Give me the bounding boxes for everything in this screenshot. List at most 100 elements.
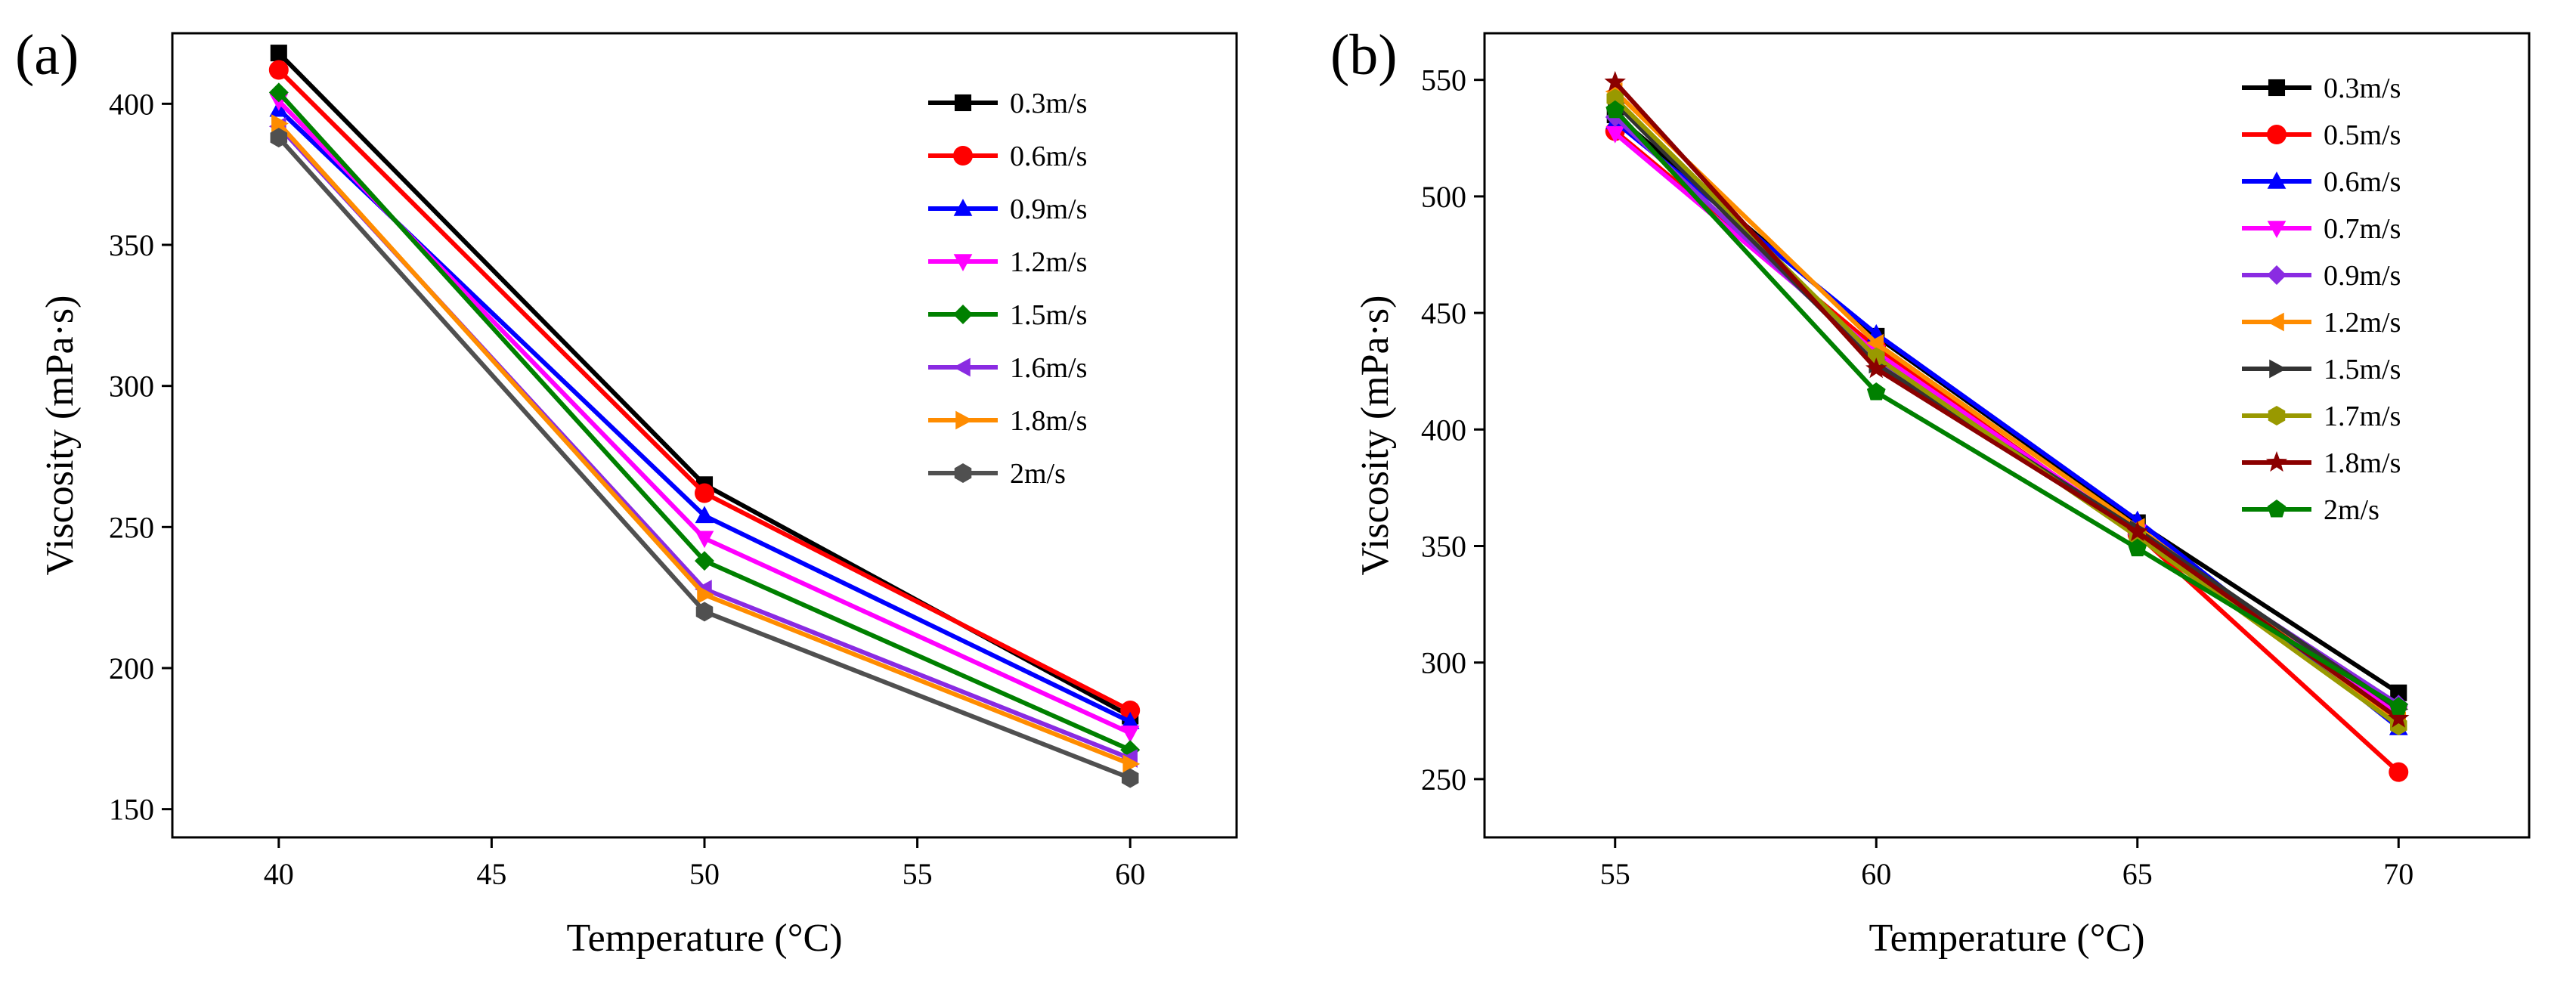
legend-marker bbox=[955, 410, 973, 430]
x-tick-label: 45 bbox=[476, 857, 506, 891]
panel-a-legend: 0.3m/s 0.6m/s 0.9m/s 1.2m/s 1.5m/s 1.6m/s 1.8m… bbox=[928, 88, 1087, 490]
legend-marker bbox=[2267, 221, 2287, 238]
legend-label: 1.2m/s bbox=[2324, 307, 2401, 339]
legend-marker bbox=[2267, 125, 2287, 144]
legend-item: 1.8m/s bbox=[928, 405, 1087, 437]
data-point bbox=[695, 506, 714, 524]
y-tick-label: 250 bbox=[109, 510, 154, 544]
series-0.9m/s bbox=[269, 99, 1140, 729]
legend-item: 2m/s bbox=[928, 458, 1066, 490]
data-point bbox=[695, 531, 714, 549]
series-line bbox=[277, 107, 1132, 724]
data-point bbox=[2128, 538, 2147, 557]
legend-item: 0.3m/s bbox=[928, 88, 1087, 119]
data-point bbox=[2388, 707, 2410, 728]
legend-item: 0.9m/s bbox=[928, 193, 1087, 225]
panel-b-x-axis-title: Temperature (°C) bbox=[1869, 917, 2144, 960]
data-point bbox=[695, 602, 714, 622]
data-point bbox=[2126, 521, 2148, 542]
legend-marker bbox=[2269, 359, 2287, 379]
panel-a-series bbox=[268, 45, 1141, 788]
legend-item: 1.6m/s bbox=[928, 352, 1087, 384]
y-tick-label: 150 bbox=[109, 793, 154, 827]
legend-label: 1.2m/s bbox=[1010, 246, 1087, 278]
legend-marker bbox=[2267, 312, 2284, 332]
legend-item: 0.6m/s bbox=[2242, 166, 2401, 198]
x-tick-label: 55 bbox=[1600, 857, 1630, 891]
data-point bbox=[2390, 684, 2407, 701]
legend-label: 0.5m/s bbox=[2324, 119, 2401, 151]
legend-label: 1.8m/s bbox=[1010, 405, 1087, 437]
legend-label: 0.3m/s bbox=[2324, 73, 2401, 104]
x-tick-label: 70 bbox=[2383, 857, 2413, 891]
legend-marker bbox=[953, 199, 973, 216]
series-line bbox=[1613, 80, 2401, 721]
data-point bbox=[1120, 726, 1140, 743]
y-tick-label: 550 bbox=[1421, 63, 1466, 97]
data-point bbox=[1865, 357, 1887, 379]
series-0.3m/s bbox=[1606, 106, 2407, 701]
y-tick-label: 500 bbox=[1421, 180, 1466, 214]
series-2m/s bbox=[270, 128, 1139, 788]
panel-b-label: (b) bbox=[1330, 23, 1398, 87]
data-point bbox=[1866, 382, 1886, 401]
data-point bbox=[1605, 100, 1625, 119]
legend-item: 1.2m/s bbox=[928, 246, 1087, 278]
series-1.6m/s bbox=[268, 116, 1138, 768]
data-point bbox=[1121, 768, 1139, 788]
legend-marker bbox=[954, 463, 972, 483]
legend-marker bbox=[2267, 172, 2287, 189]
data-point bbox=[2389, 697, 2408, 715]
data-point bbox=[2389, 762, 2409, 782]
legend-marker bbox=[953, 146, 973, 166]
legend-item: 0.6m/s bbox=[928, 141, 1087, 172]
legend-label: 1.6m/s bbox=[1010, 352, 1087, 384]
data-point bbox=[268, 60, 289, 80]
y-tick-label: 300 bbox=[1421, 646, 1466, 680]
data-point bbox=[1604, 70, 1626, 91]
panel-b-plot-frame bbox=[1483, 32, 2531, 839]
series-line bbox=[1613, 108, 2400, 709]
legend-marker bbox=[954, 94, 972, 112]
data-point bbox=[697, 585, 714, 605]
panel-b-series bbox=[1604, 70, 2410, 782]
legend-label: 0.6m/s bbox=[1010, 141, 1087, 172]
legend-item: 2m/s bbox=[2242, 494, 2379, 526]
legend-item: 1.5m/s bbox=[2242, 354, 2401, 385]
panel-a-y-axis-title: Viscosity (mPa·s) bbox=[39, 295, 82, 576]
legend-marker bbox=[953, 305, 973, 324]
data-point bbox=[1120, 701, 1141, 720]
series-0.6m/s bbox=[268, 60, 1141, 720]
data-point bbox=[270, 128, 288, 148]
legend-label: 0.9m/s bbox=[1010, 193, 1087, 225]
panel-b-ticks: 55 60 65 70 250 300 350 400 450 500 550 bbox=[1421, 63, 2413, 891]
legend-label: 1.8m/s bbox=[2324, 447, 2401, 479]
legend-label: 2m/s bbox=[2324, 494, 2379, 526]
data-point bbox=[1120, 711, 1140, 729]
legend-marker bbox=[2265, 451, 2288, 472]
legend-marker bbox=[2268, 406, 2286, 425]
legend-marker bbox=[953, 357, 971, 377]
y-tick-label: 400 bbox=[109, 87, 154, 121]
legend-item: 1.5m/s bbox=[928, 299, 1087, 331]
y-tick-label: 350 bbox=[1421, 529, 1466, 563]
series-line bbox=[277, 122, 1132, 766]
x-tick-label: 65 bbox=[2122, 857, 2153, 891]
series-line bbox=[277, 91, 1132, 753]
x-tick-label: 55 bbox=[903, 857, 933, 891]
data-point bbox=[270, 45, 287, 62]
panel-b: (b) 55 60 65 70 250 300 350 400 450 500 550 0.3m/s… bbox=[1330, 23, 2531, 960]
legend-marker bbox=[2267, 265, 2287, 285]
panel-b-y-axis-title: Viscosity (mPa·s) bbox=[1354, 295, 1397, 576]
legend-label: 2m/s bbox=[1010, 458, 1066, 490]
x-tick-label: 40 bbox=[264, 857, 294, 891]
legend-item: 0.5m/s bbox=[2242, 119, 2401, 151]
series-2m/s bbox=[1605, 100, 2408, 715]
y-tick-label: 350 bbox=[109, 228, 154, 262]
series-1.8m/s bbox=[271, 114, 1141, 774]
legend-label: 1.5m/s bbox=[2324, 354, 2401, 385]
legend-item: 1.8m/s bbox=[2242, 447, 2401, 479]
data-point bbox=[695, 551, 714, 571]
